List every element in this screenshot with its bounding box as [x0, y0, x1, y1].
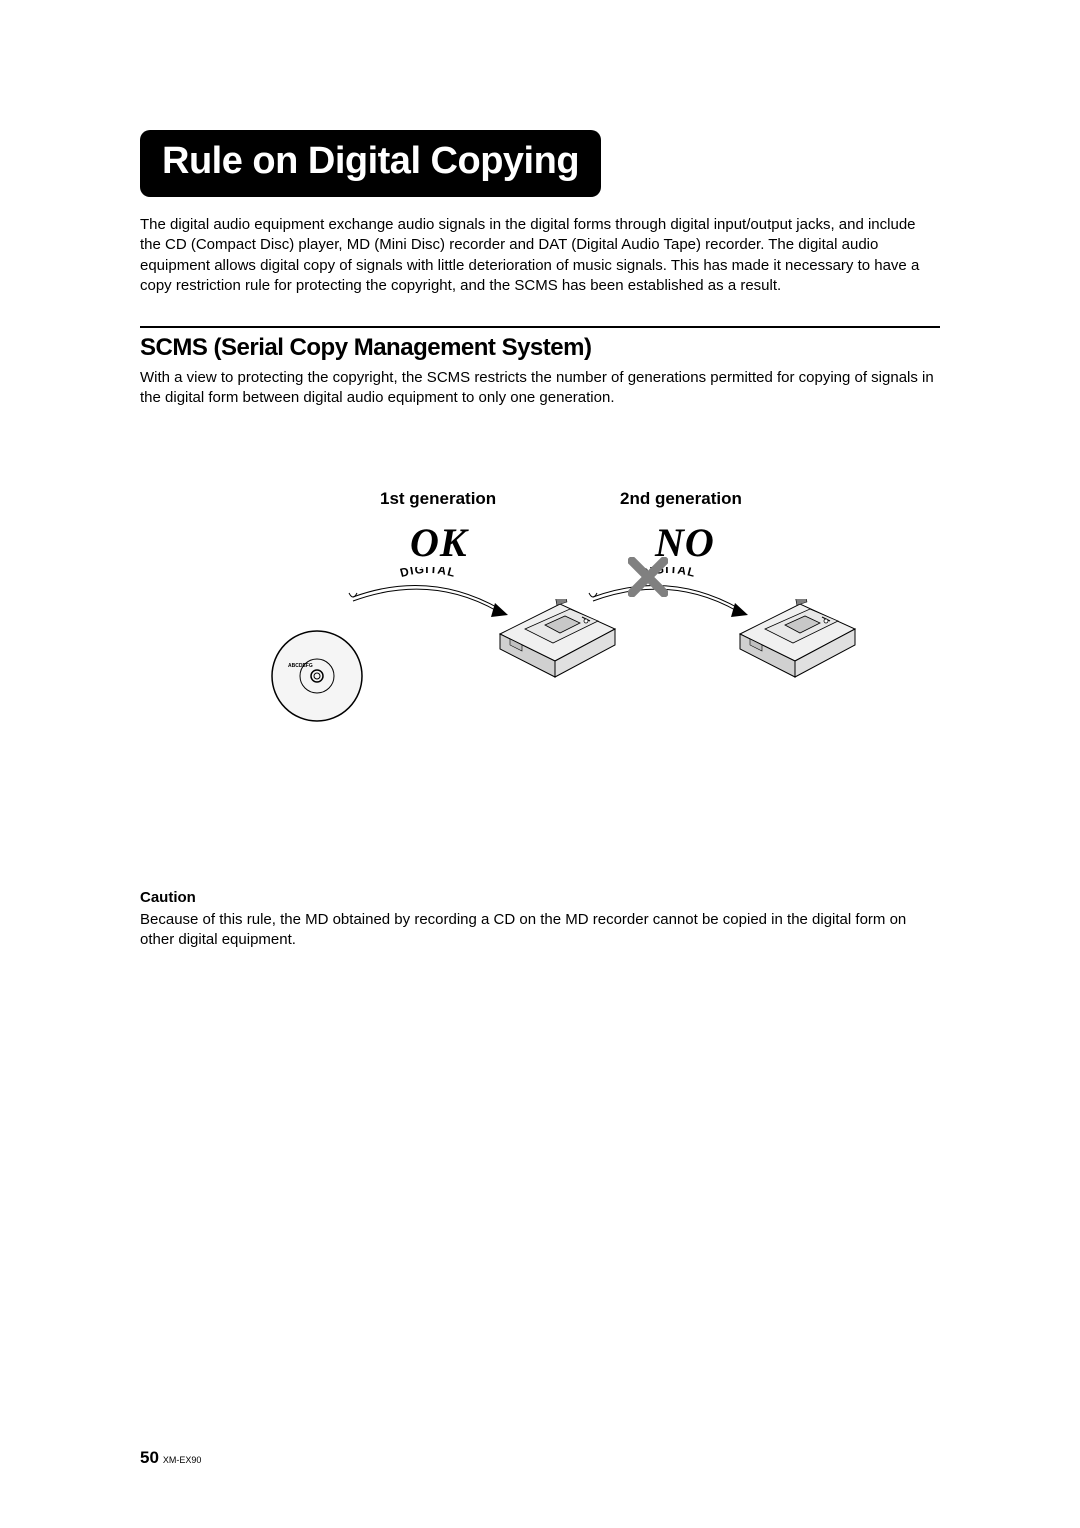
gen2-label: 2nd generation [620, 489, 742, 509]
gen1-label: 1st generation [380, 489, 496, 509]
scms-diagram: 1st generation 2nd generation OK NO DIGI… [240, 489, 840, 749]
model-label: XM-EX90 [163, 1455, 202, 1465]
caution-text: Because of this rule, the MD obtained by… [140, 910, 940, 951]
caution-heading: Caution [140, 889, 940, 906]
ok-label: OK [410, 519, 468, 566]
md-player-1-icon [490, 599, 620, 699]
page-footer: 50 XM-EX90 [140, 1448, 201, 1468]
x-mark-icon [628, 557, 668, 597]
page-title: Rule on Digital Copying [162, 140, 579, 183]
scms-heading: SCMS (Serial Copy Management System) [140, 334, 940, 362]
page-title-bar: Rule on Digital Copying [140, 130, 601, 197]
cd-disc-icon: ABCDEFG [270, 629, 365, 724]
intro-paragraph: The digital audio equipment exchange aud… [140, 215, 940, 296]
md-player-2-icon [730, 599, 860, 699]
page-number: 50 [140, 1448, 159, 1467]
svg-text:ABCDEFG: ABCDEFG [288, 663, 313, 669]
scms-text: With a view to protecting the copyright,… [140, 368, 940, 409]
section-divider [140, 326, 940, 328]
